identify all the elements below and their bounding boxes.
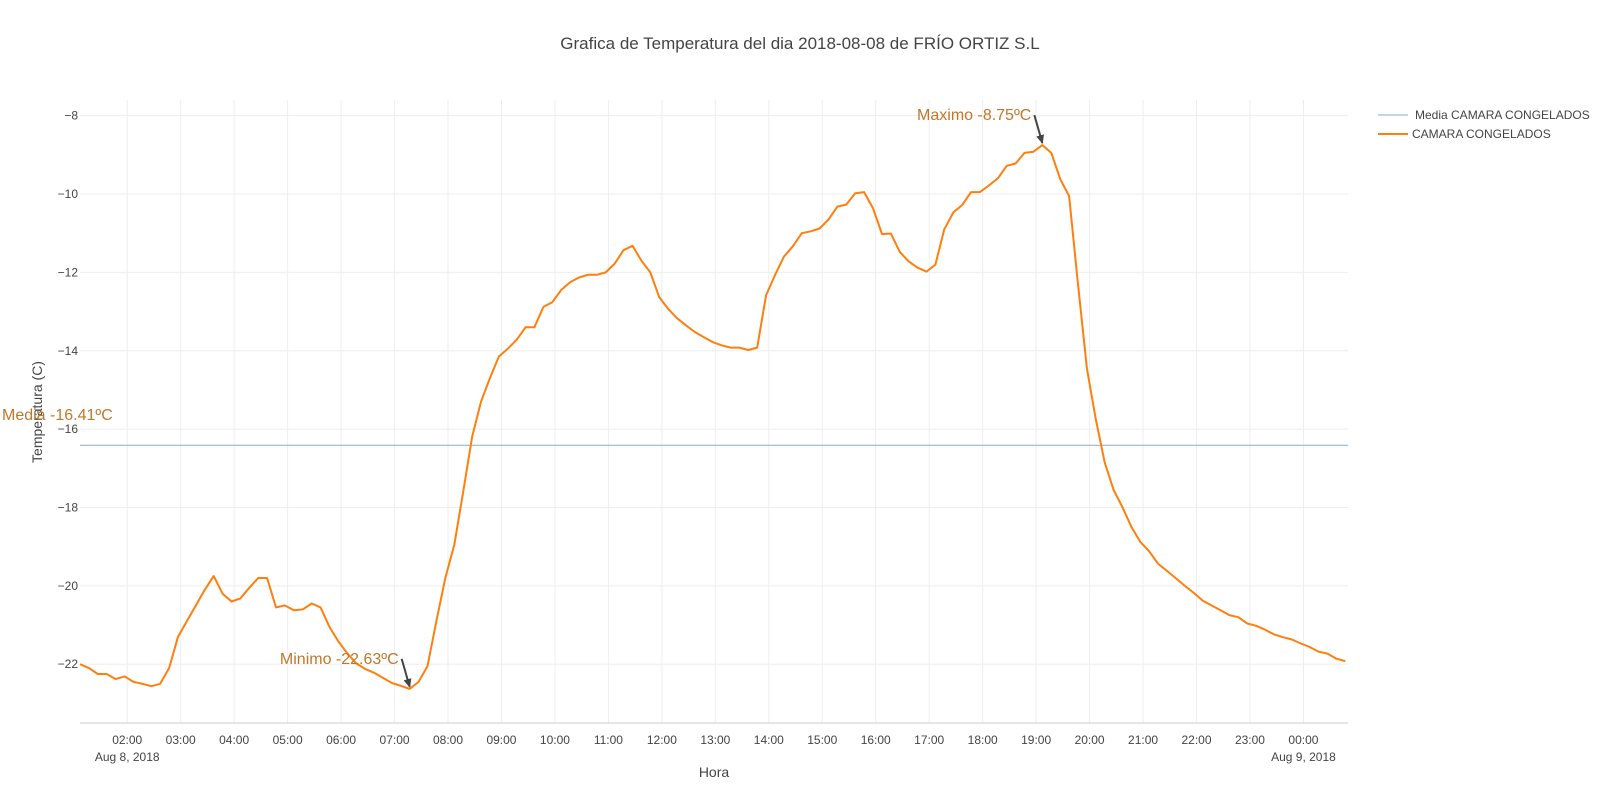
annotation-layer: Maximo -8.75ºC Minimo -22.63ºC Media -16.4… — [2, 107, 1045, 688]
x-date-label: Aug 8, 2018 — [95, 750, 160, 764]
x-tick-label: 13:00 — [700, 733, 730, 747]
x-tick-label: 22:00 — [1182, 733, 1212, 747]
y-tick-label: −20 — [58, 579, 79, 593]
x-tick-label: 05:00 — [273, 733, 303, 747]
x-tick-label: 00:00 — [1288, 733, 1318, 747]
max-annotation: Maximo -8.75ºC — [917, 107, 1045, 145]
series-layer — [79, 144, 1348, 690]
y-tick-label: −8 — [64, 109, 78, 123]
x-tick-label: 11:00 — [594, 733, 623, 747]
legend[interactable]: Media CAMARA CONGELADOS CAMARA CONGELADOS — [1378, 108, 1590, 141]
x-date-labels: Aug 8, 2018 Aug 9, 2018 — [95, 750, 1336, 764]
x-gridlines — [126, 100, 1304, 723]
x-tick-label: 07:00 — [380, 733, 410, 747]
x-tick-label: 10:00 — [540, 733, 570, 747]
temperature-line — [79, 144, 1346, 690]
chart-title: Grafica de Temperatura del dia 2018-08-0… — [560, 34, 1039, 53]
x-tick-labels: 02:00 03:00 04:00 05:00 06:00 07:00 08:00 09:00… — [112, 733, 1319, 747]
x-date-label: Aug 9, 2018 — [1271, 750, 1336, 764]
legend-item-mean[interactable]: Media CAMARA CONGELADOS — [1378, 108, 1590, 122]
x-tick-label: 03:00 — [166, 733, 196, 747]
annotation-label: Maximo -8.75ºC — [917, 107, 1031, 124]
x-tick-label: 12:00 — [647, 733, 677, 747]
x-tick-label: 14:00 — [754, 733, 784, 747]
x-tick-label: 09:00 — [486, 733, 516, 747]
x-tick-label: 02:00 — [112, 733, 142, 747]
x-tick-label: 17:00 — [914, 733, 944, 747]
y-gridlines — [80, 115, 1348, 665]
x-tick-label: 15:00 — [807, 733, 837, 747]
y-tick-label: −16 — [58, 422, 79, 436]
y-tick-label: −14 — [58, 344, 79, 358]
mean-annotation: Media -16.41ºC — [2, 407, 113, 424]
x-tick-label: 21:00 — [1128, 733, 1158, 747]
y-tick-label: −12 — [58, 265, 79, 279]
y-axis-title: Temperatura (C) — [29, 361, 45, 463]
legend-label: CAMARA CONGELADOS — [1412, 127, 1551, 141]
x-tick-label: 23:00 — [1235, 733, 1265, 747]
legend-label: Media CAMARA CONGELADOS — [1415, 108, 1590, 122]
x-axis-title: Hora — [699, 764, 730, 780]
annotation-arrow — [1033, 114, 1045, 145]
x-tick-label: 19:00 — [1021, 733, 1051, 747]
x-tick-label: 06:00 — [326, 733, 356, 747]
x-tick-label: 20:00 — [1075, 733, 1105, 747]
x-tick-label: 08:00 — [433, 733, 463, 747]
y-tick-label: −10 — [58, 187, 79, 201]
y-tick-label: −22 — [58, 657, 79, 671]
y-tick-label: −18 — [58, 500, 79, 514]
annotation-arrow — [400, 658, 412, 688]
legend-item-temperature[interactable]: CAMARA CONGELADOS — [1378, 127, 1551, 141]
min-annotation: Minimo -22.63ºC — [280, 651, 412, 688]
y-tick-labels: −22 −20 −18 −16 −14 −12 −10 −8 — [58, 109, 79, 672]
annotation-label: Media -16.41ºC — [2, 407, 113, 424]
x-tick-label: 04:00 — [219, 733, 249, 747]
annotation-label: Minimo -22.63ºC — [280, 651, 399, 668]
x-tick-label: 16:00 — [861, 733, 891, 747]
x-tick-label: 18:00 — [968, 733, 998, 747]
